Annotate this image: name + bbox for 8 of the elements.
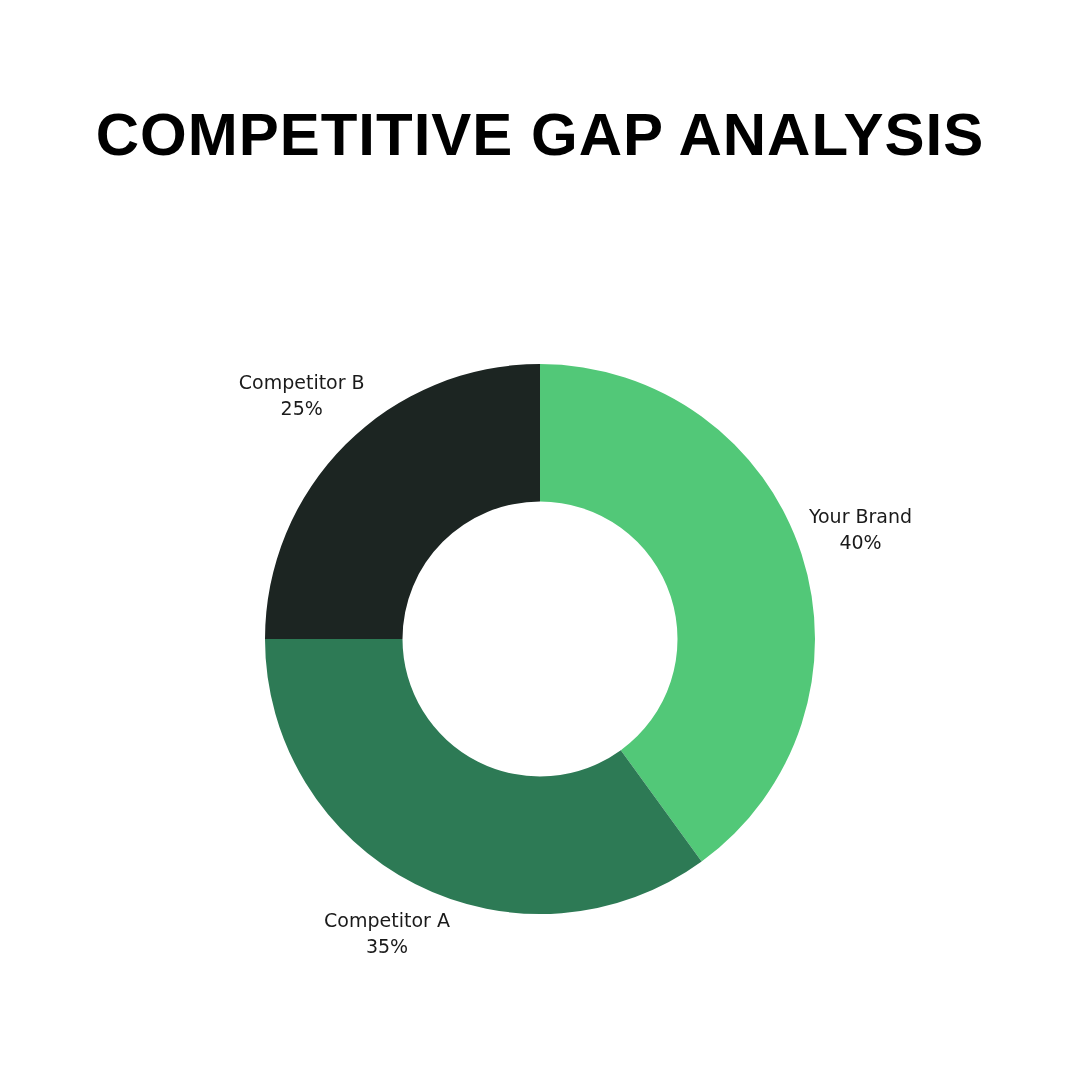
slice-label: Competitor B xyxy=(238,370,365,393)
data-label: 25% xyxy=(280,396,323,419)
slice-label: Competitor A xyxy=(324,909,450,932)
donut-slice xyxy=(265,639,702,914)
chart-title: COMPETITIVE GAP ANALYSIS xyxy=(94,100,986,169)
slice-label: Your Brand xyxy=(807,504,913,527)
data-label: 35% xyxy=(365,935,409,958)
data-label: 40% xyxy=(839,530,882,553)
